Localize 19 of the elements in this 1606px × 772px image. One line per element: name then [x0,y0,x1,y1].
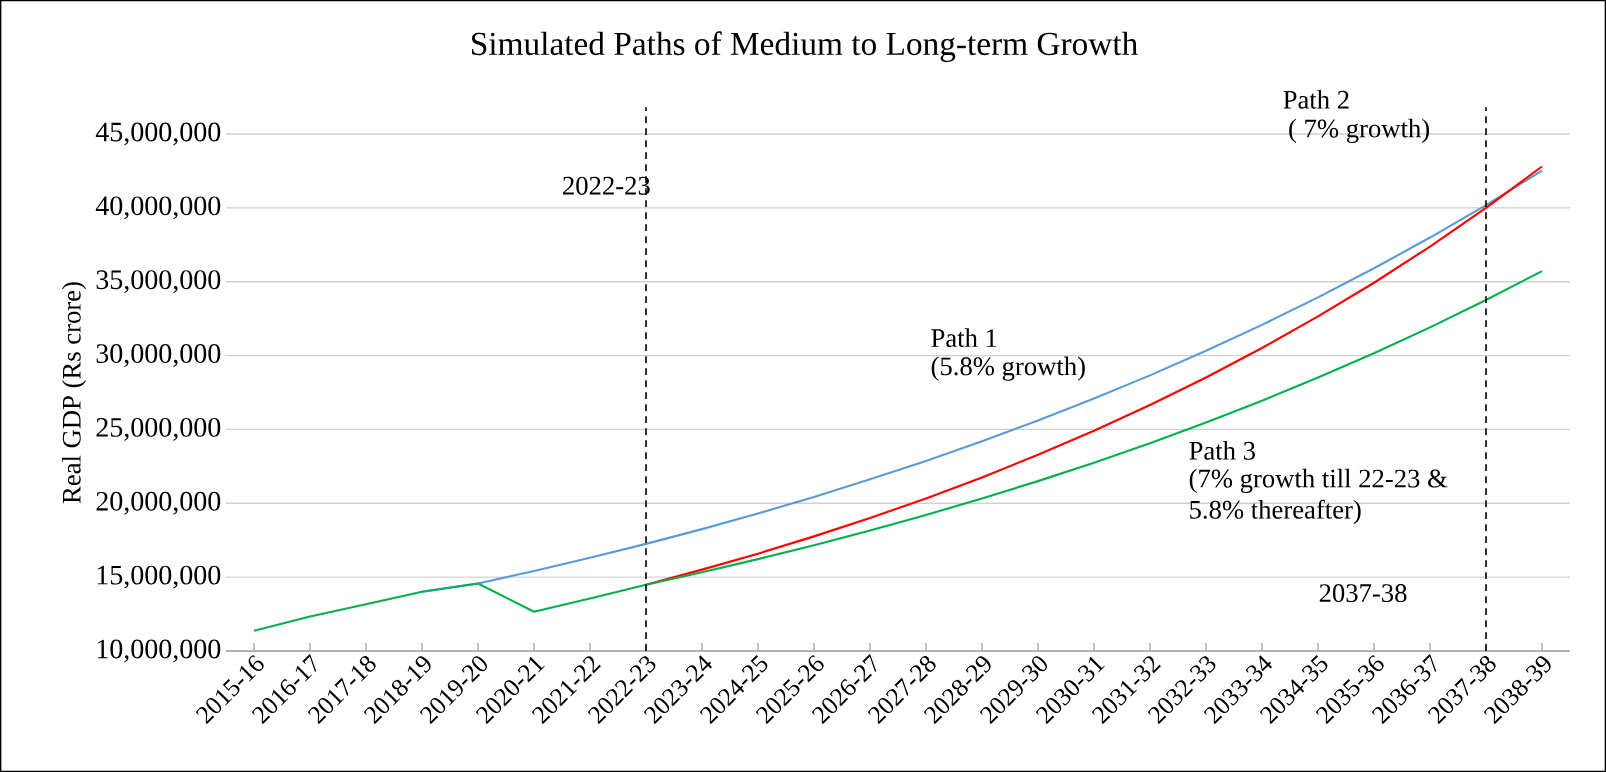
y-tick-label: 15,000,000 [97,565,221,589]
y-tick-label: 40,000,000 [95,196,221,220]
annotation: (5.8% growth) [931,356,1085,381]
annotation: Path 3 [1189,441,1255,460]
annotation: Path 1 [931,328,997,348]
chart-title: Simulated Paths of Medium to Long-term Growth [472,31,1138,62]
annotation: ( 7% growth) [1289,118,1430,144]
annotation: (7% growth till 22-23 & [1189,468,1448,494]
y-tick-label: 45,000,000 [95,122,221,146]
line-series [252,270,1544,632]
ref-line-label: 2022-23 [563,176,650,195]
annotation: 5.8% thereafter) [1190,499,1361,525]
y-axis-title: Real GDP (Rs crore) [61,282,87,504]
ref-line-label: 2037-38 [1319,584,1407,603]
y-tick-label: 30,000,000 [96,344,221,368]
y-tick-label: 20,000,000 [96,491,221,515]
y-tick-label: 35,000,000 [96,270,221,294]
text: Path 2 [1283,89,1349,109]
y-tick-label: 25,000,000 [96,417,221,441]
